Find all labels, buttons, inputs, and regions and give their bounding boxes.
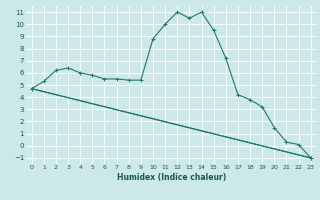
X-axis label: Humidex (Indice chaleur): Humidex (Indice chaleur) [116,173,226,182]
